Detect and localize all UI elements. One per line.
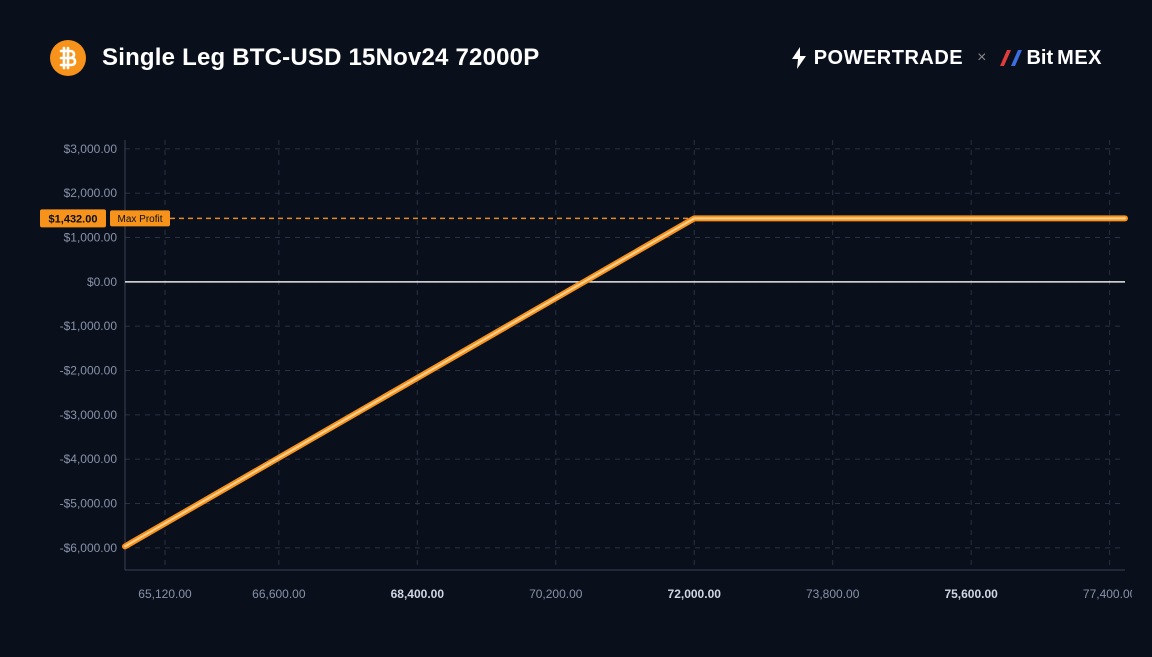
x-tick-label: 73,800.00 — [806, 587, 860, 601]
x-tick-label: 75,600.00 — [944, 587, 998, 601]
powertrade-label: POWERTRADE — [814, 47, 963, 70]
y-tick-label: $0.00 — [87, 275, 117, 289]
y-tick-label: -$3,000.00 — [60, 408, 118, 422]
x-tick-label: 77,400.00 — [1083, 587, 1132, 601]
max-profit-label: Max Profit — [117, 214, 162, 225]
x-tick-label: 66,600.00 — [252, 587, 306, 601]
brand-separator: × — [977, 49, 986, 67]
chart-container: $3,000.00 $2,000.00 $1,000.00 $0.00 -$1,000.… — [40, 120, 1132, 627]
bitmex-brand: BitMEX — [1000, 47, 1102, 70]
y-tick-label: -$2,000.00 — [60, 364, 118, 378]
y-tick-label: -$4,000.00 — [60, 452, 118, 466]
payoff-chart: $3,000.00 $2,000.00 $1,000.00 $0.00 -$1,000.… — [40, 120, 1132, 627]
x-tick-label: 68,400.00 — [391, 587, 445, 601]
bitcoin-icon — [50, 40, 86, 76]
page-title: Single Leg BTC-USD 15Nov24 72000P — [102, 44, 539, 72]
payoff-line — [125, 218, 1125, 546]
bitmex-icon — [1000, 48, 1022, 68]
x-tick-label: 72,000.00 — [668, 587, 722, 601]
y-tick-label: $1,000.00 — [64, 231, 118, 245]
powertrade-icon — [790, 47, 808, 69]
y-tick-label: $2,000.00 — [64, 186, 118, 200]
bitmex-bit-label: Bit — [1026, 47, 1053, 70]
powertrade-brand: POWERTRADE — [790, 47, 963, 70]
header-right: POWERTRADE × BitMEX — [790, 47, 1102, 70]
y-tick-label: -$5,000.00 — [60, 497, 118, 511]
x-tick-label: 65,120.00 — [138, 587, 192, 601]
max-profit-value: $1,432.00 — [49, 213, 98, 225]
x-tick-label: 70,200.00 — [529, 587, 583, 601]
header-left: Single Leg BTC-USD 15Nov24 72000P — [50, 40, 539, 76]
y-tick-label: -$1,000.00 — [60, 319, 118, 333]
bitmex-mex-label: MEX — [1057, 47, 1102, 70]
y-tick-label: $3,000.00 — [64, 142, 118, 156]
payoff-line-inner — [125, 218, 1125, 546]
header: Single Leg BTC-USD 15Nov24 72000P POWERT… — [0, 0, 1152, 86]
y-tick-label: -$6,000.00 — [60, 541, 118, 555]
